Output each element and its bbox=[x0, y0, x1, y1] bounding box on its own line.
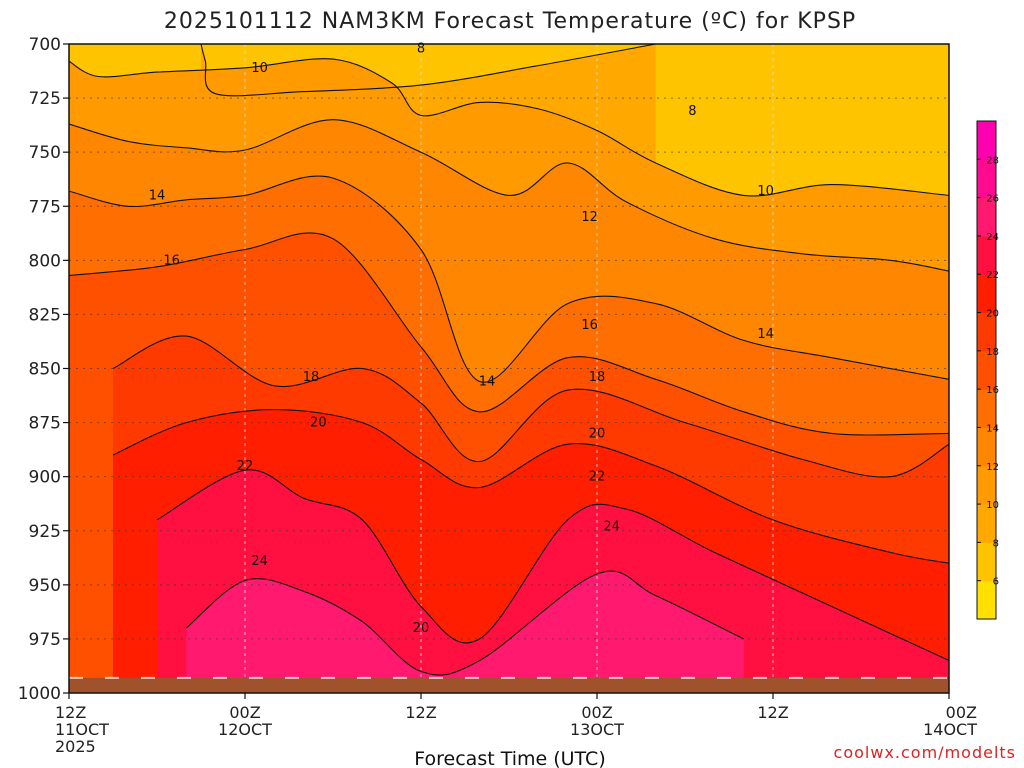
ground-terrain bbox=[69, 676, 949, 693]
x-tick-label: 13OCT bbox=[570, 720, 624, 739]
contour-label: 24 bbox=[603, 519, 620, 534]
contour-line-14 bbox=[69, 175, 949, 383]
colorbar-segment bbox=[977, 350, 996, 390]
colorbar-label: 28 bbox=[986, 155, 999, 166]
contour-line-16 bbox=[69, 232, 949, 436]
contour-line-20 bbox=[112, 409, 949, 564]
y-tick-label: 725 bbox=[29, 89, 61, 109]
colorbar-segment bbox=[977, 580, 996, 620]
contour-label: 18 bbox=[589, 370, 606, 385]
colorbar-segment bbox=[977, 159, 996, 199]
y-tick-label: 700 bbox=[29, 35, 61, 55]
x-tick-label: 12Z bbox=[55, 703, 86, 722]
y-tick-label: 850 bbox=[29, 360, 61, 380]
contour-label: 22 bbox=[589, 470, 606, 485]
colorbar-segment bbox=[977, 427, 996, 467]
x-tick-label: 2025 bbox=[55, 737, 96, 756]
y-tick-label: 900 bbox=[29, 468, 61, 488]
contour-line-18 bbox=[112, 335, 949, 478]
contour-label: 22 bbox=[237, 459, 254, 474]
contour-fills bbox=[69, 44, 949, 693]
y-tick-label: 775 bbox=[29, 197, 61, 217]
y-tick-label: 1000 bbox=[18, 684, 61, 704]
contour-label: 14 bbox=[479, 374, 496, 389]
colorbar-segment bbox=[977, 312, 996, 352]
contour-label: 24 bbox=[251, 554, 268, 569]
colorbar-label: 18 bbox=[986, 347, 999, 358]
contour-label: 16 bbox=[581, 318, 598, 333]
contour-label: 10 bbox=[757, 184, 774, 199]
x-tick-label: 00Z bbox=[581, 703, 612, 722]
colorbar-segment bbox=[977, 465, 996, 505]
colorbar-label: 24 bbox=[986, 232, 999, 243]
colorbar-label: 10 bbox=[986, 500, 999, 511]
y-tick-label: 875 bbox=[29, 414, 61, 434]
contour-label: 12 bbox=[581, 210, 598, 225]
colorbar-segment bbox=[977, 504, 996, 543]
colorbar-label: 26 bbox=[986, 194, 999, 205]
contour-label: 20 bbox=[589, 426, 606, 441]
colorbar-segment bbox=[977, 274, 996, 314]
band-fill-24 bbox=[186, 571, 744, 693]
contour-label: 16 bbox=[163, 253, 180, 268]
contour-line-8 bbox=[200, 44, 656, 97]
colorbar-label: 16 bbox=[986, 385, 999, 396]
y-tick-label: 975 bbox=[29, 630, 61, 650]
contour-label: 20 bbox=[413, 621, 430, 636]
colorbar-segment bbox=[977, 197, 996, 237]
y-tick-label: 950 bbox=[29, 576, 61, 596]
colorbar-label: 8 bbox=[993, 538, 999, 549]
colorbar-label: 22 bbox=[986, 270, 999, 281]
contour-line-22 bbox=[156, 469, 949, 661]
colorbar-label: 12 bbox=[986, 462, 999, 473]
y-tick-label: 800 bbox=[29, 251, 61, 271]
contour-label: 10 bbox=[251, 61, 268, 76]
colorbar-label: 20 bbox=[986, 309, 999, 320]
colorbar-frame bbox=[976, 120, 997, 620]
x-tick-label: 14OCT bbox=[923, 720, 977, 739]
contour-line-10 bbox=[69, 58, 949, 197]
contour-label: 8 bbox=[417, 41, 425, 56]
contour-label: 20 bbox=[310, 416, 327, 431]
colorbar-segment bbox=[977, 542, 996, 582]
contour-lines bbox=[69, 44, 949, 676]
contour-line-12 bbox=[69, 119, 949, 272]
y-axis-ticks: 700 725 750 775 800 825 850 875 900 925 950 975 1000 bbox=[18, 35, 69, 704]
contour-label: 14 bbox=[149, 188, 166, 203]
colorbar-label: 14 bbox=[986, 423, 999, 434]
colorbar: 6 8 10 12 14 16 18 20 22 24 26 28 bbox=[976, 120, 999, 620]
y-tick-label: 925 bbox=[29, 522, 61, 542]
y-tick-label: 825 bbox=[29, 305, 61, 325]
contour-label: 18 bbox=[303, 370, 320, 385]
x-tick-label: 11OCT bbox=[55, 720, 109, 739]
contour-line-24 bbox=[185, 570, 744, 676]
contour-label: 8 bbox=[688, 104, 696, 119]
x-tick-label: 12Z bbox=[405, 703, 436, 722]
y-tick-label: 750 bbox=[29, 143, 61, 163]
x-tick-label: 12OCT bbox=[218, 720, 272, 739]
chart-title: 2025101112 NAM3KM Forecast Temperature (… bbox=[164, 9, 856, 34]
credit-text: coolwx.com/modelts bbox=[834, 743, 1016, 762]
x-axis-label: Forecast Time (UTC) bbox=[414, 748, 605, 768]
colorbar-label: 6 bbox=[993, 577, 999, 588]
ground-fill bbox=[69, 677, 949, 693]
x-tick-label: 12Z bbox=[757, 703, 788, 722]
contour-label: 14 bbox=[757, 327, 774, 342]
colorbar-segment bbox=[977, 389, 996, 428]
x-tick-label: 00Z bbox=[229, 703, 260, 722]
colorbar-segment bbox=[977, 235, 996, 275]
contour-labels: 8 10 8 14 10 12 16 16 14 14 18 18 20 20 22 22 24 24 20 bbox=[149, 41, 774, 636]
colorbar-segment bbox=[977, 121, 996, 160]
x-tick-label: 00Z bbox=[946, 703, 977, 722]
